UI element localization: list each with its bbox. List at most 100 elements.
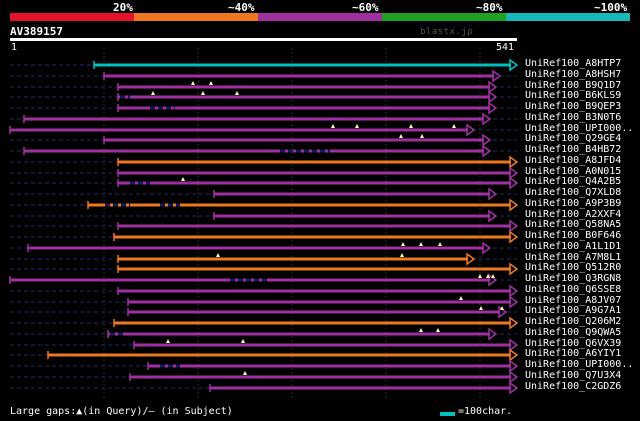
hit-label[interactable]: UniRef100_A8HTP7 — [525, 58, 622, 69]
hit-arrow — [488, 187, 498, 201]
hit-arrow — [482, 241, 492, 255]
query-gap-marker — [419, 328, 423, 332]
hit-arrow — [509, 230, 519, 244]
hit-label[interactable]: UniRef100_B0F646 — [525, 230, 622, 241]
legend-scale-text: =100char. — [458, 406, 513, 417]
query-gap-marker — [419, 242, 423, 246]
hit-arrow — [509, 295, 519, 309]
hit-label[interactable]: UniRef100_UPI000.. — [525, 359, 634, 370]
query-gap-marker — [235, 91, 239, 95]
hit-label[interactable]: UniRef100_B9Q1D7 — [525, 80, 622, 91]
hit-arrow — [482, 112, 492, 126]
hit-label[interactable]: UniRef100_Q6SSE8 — [525, 284, 622, 295]
legend-scale-bar — [440, 412, 455, 416]
query-gap-marker — [191, 81, 195, 85]
query-gap-marker — [420, 134, 424, 138]
query-gap-marker — [243, 371, 247, 375]
hit-label[interactable]: UniRef100_C2GDZ6 — [525, 381, 622, 392]
query-gap-marker — [151, 91, 155, 95]
hit-arrow — [492, 69, 502, 83]
query-gap-marker — [399, 134, 403, 138]
hit-label[interactable]: UniRef100_Q6VX39 — [525, 338, 622, 349]
hit-label[interactable]: UniRef100_Q512R0 — [525, 262, 622, 273]
query-gap-marker — [436, 328, 440, 332]
scale-label-40: ~40% — [228, 1, 255, 14]
hit-arrow — [482, 133, 492, 147]
hit-arrow — [509, 155, 519, 169]
hit-label[interactable]: UniRef100_Q4A2B5 — [525, 176, 622, 187]
hit-label[interactable]: UniRef100_B6KLS9 — [525, 90, 622, 101]
hit-arrow — [509, 219, 519, 233]
query-gap-marker — [331, 124, 335, 128]
query-gap-marker — [355, 124, 359, 128]
hit-label[interactable]: UniRef100_A2XXF4 — [525, 209, 622, 220]
hit-arrow — [488, 80, 498, 94]
hit-label[interactable]: UniRef100_Q7U3X4 — [525, 370, 622, 381]
query-gap-marker — [216, 253, 220, 257]
query-gap-marker — [452, 124, 456, 128]
hit-arrow — [509, 338, 519, 352]
query-gap-marker — [400, 253, 404, 257]
hit-label[interactable]: UniRef100_UPI000.. — [525, 123, 634, 134]
hit-label[interactable]: UniRef100_A7M8L1 — [525, 252, 622, 263]
scale-segment-20 — [10, 13, 134, 21]
query-gap-marker — [201, 91, 205, 95]
hit-arrow — [482, 144, 492, 158]
hit-label[interactable]: UniRef100_B9QEP3 — [525, 101, 622, 112]
hit-label[interactable]: UniRef100_Q7XLD8 — [525, 187, 622, 198]
hit-arrow — [509, 198, 519, 212]
hit-label[interactable]: UniRef100_A8HSH7 — [525, 69, 622, 80]
query-gap-marker — [166, 339, 170, 343]
query-gap-marker — [209, 81, 213, 85]
hit-label[interactable]: UniRef100_Q29GE4 — [525, 133, 622, 144]
hit-arrow — [466, 252, 476, 266]
scale-segment-40 — [134, 13, 258, 21]
hit-arrow — [488, 101, 498, 115]
hit-label[interactable]: UniRef100_B3N0T6 — [525, 112, 622, 123]
hit-arrow — [509, 284, 519, 298]
hit-label[interactable]: UniRef100_A8JFD4 — [525, 155, 622, 166]
hit-arrow — [466, 123, 476, 137]
hit-label[interactable]: UniRef100_B4HB72 — [525, 144, 622, 155]
hit-label[interactable]: UniRef100_A6YIY1 — [525, 348, 622, 359]
hit-label[interactable]: UniRef100_A0N015 — [525, 166, 622, 177]
hit-label[interactable]: UniRef100_A9G7A1 — [525, 305, 622, 316]
hit-arrow — [509, 176, 519, 190]
query-end-label: 541 — [496, 42, 515, 53]
scale-label-60: ~60% — [352, 1, 379, 14]
query-gap-marker — [459, 296, 463, 300]
query-gap-marker — [181, 177, 185, 181]
hit-label[interactable]: UniRef100_Q58NA5 — [525, 219, 622, 230]
hit-arrow — [509, 262, 519, 276]
hit-label[interactable]: UniRef100_A9P3B9 — [525, 198, 622, 209]
scale-segment-100 — [506, 13, 630, 21]
hit-arrow — [488, 327, 498, 341]
query-gap-marker — [500, 306, 504, 310]
db-watermark: blastx.jp — [420, 27, 474, 37]
hit-arrow — [509, 58, 519, 72]
hit-arrow — [509, 359, 519, 373]
hit-arrow — [509, 348, 519, 362]
hit-arrow — [509, 381, 519, 395]
query-bar — [10, 38, 517, 41]
query-gap-marker — [478, 274, 482, 278]
hit-label[interactable]: UniRef100_Q3RGN8 — [525, 273, 622, 284]
query-gap-marker — [401, 242, 405, 246]
hit-label[interactable]: UniRef100_Q206M2 — [525, 316, 622, 327]
scale-label-20: 20% — [113, 1, 133, 14]
query-start-label: 1 — [11, 42, 18, 53]
scale-segment-80 — [382, 13, 506, 21]
hit-arrow — [488, 90, 498, 104]
hit-arrow — [509, 370, 519, 384]
hit-label[interactable]: UniRef100_A1L1D1 — [525, 241, 622, 252]
legend-gaps: Large gaps:▲(in Query)/– (in Subject) — [10, 406, 233, 417]
query-gap-marker — [479, 306, 483, 310]
scale-segment-60 — [258, 13, 382, 21]
query-gap-marker — [486, 274, 490, 278]
query-gap-marker — [491, 274, 495, 278]
hit-label[interactable]: UniRef100_Q9QWA5 — [525, 327, 622, 338]
query-gap-marker — [438, 242, 442, 246]
query-gap-marker — [241, 339, 245, 343]
hit-label[interactable]: UniRef100_A8JV07 — [525, 295, 622, 306]
